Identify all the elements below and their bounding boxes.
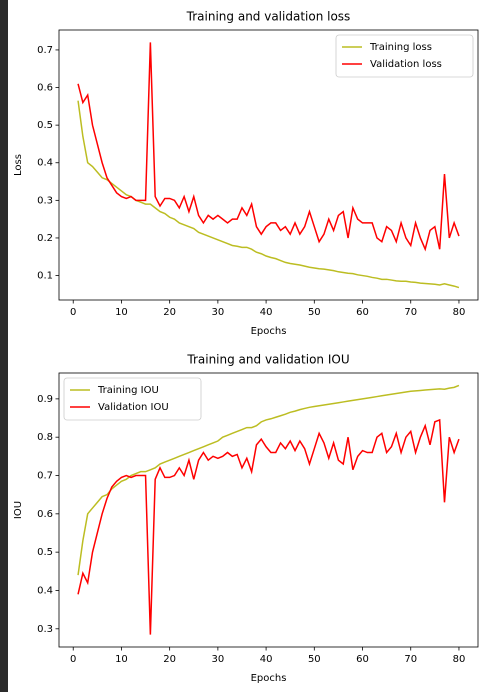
series-line (77, 42, 460, 252)
y-tick-label: 0.7 (37, 45, 53, 56)
x-tick-label: 10 (115, 654, 128, 665)
sidebar-strip (0, 0, 8, 692)
x-tick-label: 30 (212, 307, 225, 318)
y-axis-label: IOU (13, 501, 24, 519)
series-line (77, 100, 460, 289)
y-tick-label: 0.3 (37, 624, 53, 635)
y-tick-label: 0.6 (37, 509, 53, 520)
y-tick-label: 0.7 (37, 471, 53, 482)
x-tick-label: 50 (308, 654, 321, 665)
chart-title: Training and validation loss (186, 10, 351, 24)
chart-title: Training and validation IOU (186, 353, 349, 367)
y-tick-label: 0.9 (37, 394, 53, 405)
x-tick-label: 80 (453, 307, 466, 318)
x-axis-label: Epochs (251, 673, 287, 684)
x-tick-label: 30 (212, 654, 225, 665)
x-tick-label: 80 (453, 654, 466, 665)
legend-label: Validation IOU (98, 402, 169, 413)
x-tick-label: 70 (404, 654, 417, 665)
legend-box (63, 377, 202, 421)
y-tick-label: 0.8 (37, 432, 53, 443)
y-tick-label: 0.5 (37, 547, 53, 558)
x-tick-label: 20 (163, 654, 176, 665)
x-tick-label: 20 (163, 307, 176, 318)
series-line (77, 418, 460, 635)
x-tick-label: 40 (260, 654, 273, 665)
y-tick-label: 0.6 (37, 83, 53, 94)
y-tick-label: 0.2 (37, 233, 53, 244)
axes-frame (58, 29, 479, 301)
y-tick-label: 0.5 (37, 120, 53, 131)
y-tick-label: 0.1 (37, 271, 53, 282)
series-line (77, 384, 460, 576)
x-tick-label: 10 (115, 307, 128, 318)
x-tick-label: 70 (404, 307, 417, 318)
legend-label: Validation loss (370, 59, 442, 70)
x-tick-label: 60 (356, 307, 369, 318)
y-tick-label: 0.3 (37, 195, 53, 206)
x-tick-label: 0 (70, 307, 76, 318)
x-tick-label: 0 (70, 654, 76, 665)
legend-label: Training loss (369, 42, 432, 53)
y-axis-label: Loss (13, 154, 24, 176)
legend-box (335, 34, 474, 78)
legend-label: Training IOU (97, 385, 159, 396)
x-axis-label: Epochs (251, 326, 287, 337)
x-tick-label: 60 (356, 654, 369, 665)
x-tick-label: 50 (308, 307, 321, 318)
axes-frame (58, 372, 479, 648)
y-tick-label: 0.4 (37, 158, 53, 169)
x-tick-label: 40 (260, 307, 273, 318)
y-tick-label: 0.4 (37, 585, 53, 596)
